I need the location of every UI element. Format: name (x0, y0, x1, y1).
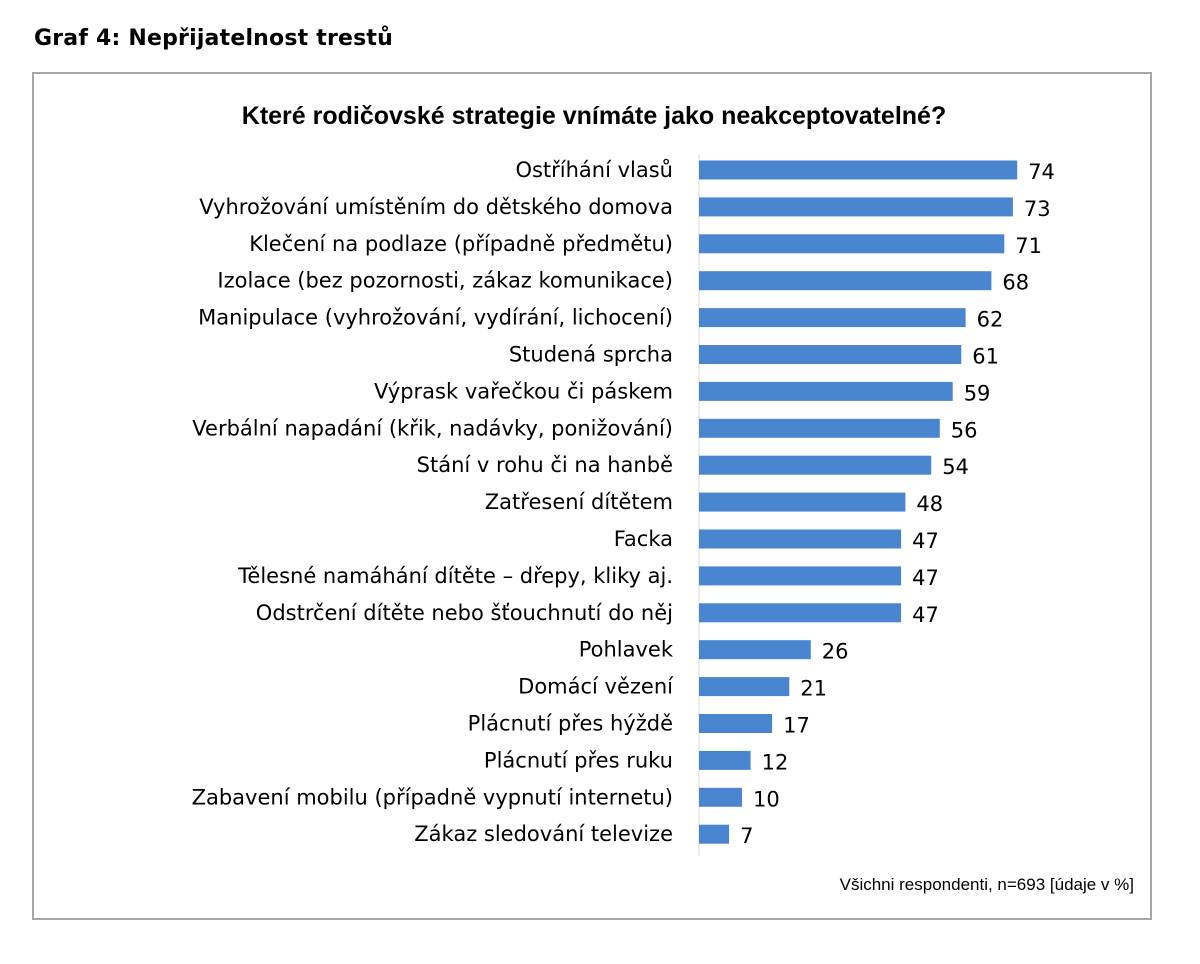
category-label: Odstrčení dítěte nebo šťouchnutí do něj (256, 601, 673, 625)
value-label: 54 (942, 455, 969, 479)
value-label: 73 (1024, 197, 1051, 221)
category-label: Stání v rohu či na hanbě (417, 453, 673, 477)
bars-group: Ostříhání vlasů 74 Vyhrožování umístěním d… (192, 158, 1055, 848)
category-label: Domácí vězení (518, 675, 674, 699)
category-label: Zákaz sledování televize (414, 822, 673, 846)
bar (699, 160, 1018, 180)
value-label: 71 (1015, 234, 1042, 258)
bar (699, 197, 1013, 217)
value-label: 47 (912, 566, 939, 590)
category-label: Zatřesení dítětem (485, 490, 673, 514)
bar (699, 345, 962, 364)
bar (699, 418, 940, 438)
category-label: Verbální napadání (křik, nadávky, ponižo… (192, 416, 673, 440)
category-label: Vyhrožování umístěním do dětského domova (199, 195, 673, 219)
category-label: Zabavení mobilu (případně vypnutí intern… (192, 785, 673, 809)
category-label: Klečení na podlaze (případně předmětu) (249, 232, 673, 256)
value-label: 21 (800, 677, 827, 701)
value-label: 61 (972, 345, 999, 369)
chart-title: Které rodičovské strategie vnímáte jako … (242, 102, 946, 130)
category-label: Pohlavek (579, 638, 674, 662)
value-label: 62 (977, 308, 1004, 332)
value-label: 7 (740, 824, 753, 848)
value-label: 47 (912, 603, 939, 627)
bar (699, 603, 902, 623)
value-label: 56 (951, 418, 978, 442)
bar (699, 714, 773, 733)
bar (699, 234, 1005, 254)
bar-chart: Které rodičovské strategie vnímáte jako … (192, 102, 1134, 894)
bar (699, 529, 902, 549)
value-label: 26 (822, 640, 849, 664)
category-label: Facka (614, 527, 673, 551)
value-label: 17 (783, 714, 810, 738)
value-label: 74 (1028, 160, 1055, 184)
bar (699, 640, 811, 660)
bar (699, 750, 751, 770)
category-label: Ostříhání vlasů (515, 158, 673, 182)
bar (699, 492, 906, 512)
bar (699, 677, 790, 697)
value-label: 48 (916, 492, 943, 516)
category-label: Izolace (bez pozornosti, zákaz komunikac… (217, 269, 673, 293)
category-label: Plácnutí přes ruku (484, 748, 673, 772)
value-label: 68 (1002, 271, 1029, 295)
bar (699, 566, 902, 586)
chart-note: Všichni respondenti, n=693 [údaje v %] (840, 875, 1134, 894)
bar (699, 787, 742, 807)
chart-frame: Které rodičovské strategie vnímáte jako … (32, 72, 1152, 920)
category-label: Plácnutí přes hýždě (468, 712, 673, 736)
value-label: 12 (762, 750, 789, 774)
page-heading: Graf 4: Nepřijatelnost trestů (34, 26, 393, 51)
value-label: 10 (753, 787, 780, 811)
bar (699, 381, 953, 401)
bar (699, 271, 992, 291)
category-label: Výprask vařečkou či páskem (374, 379, 673, 403)
value-label: 59 (964, 381, 991, 405)
category-label: Studená sprcha (509, 343, 673, 367)
bar (699, 455, 932, 475)
bar (699, 824, 730, 844)
bar (699, 308, 966, 328)
value-label: 47 (912, 529, 939, 553)
category-label: Manipulace (vyhrožování, vydírání, licho… (198, 306, 673, 330)
category-label: Tělesné namáhání dítěte – dřepy, kliky a… (237, 564, 673, 588)
